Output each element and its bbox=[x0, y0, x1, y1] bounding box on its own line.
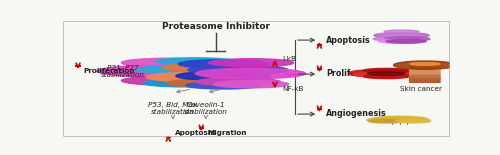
Ellipse shape bbox=[176, 71, 271, 80]
Ellipse shape bbox=[186, 82, 261, 89]
Ellipse shape bbox=[366, 70, 422, 75]
Ellipse shape bbox=[410, 62, 440, 65]
Ellipse shape bbox=[142, 79, 222, 87]
FancyBboxPatch shape bbox=[409, 75, 440, 80]
FancyBboxPatch shape bbox=[409, 65, 440, 70]
Ellipse shape bbox=[385, 37, 430, 41]
FancyBboxPatch shape bbox=[409, 78, 440, 83]
Text: Skin cancer: Skin cancer bbox=[400, 86, 442, 92]
Ellipse shape bbox=[135, 65, 230, 74]
Text: Angiogenesis: Angiogenesis bbox=[326, 109, 387, 118]
Ellipse shape bbox=[385, 118, 430, 122]
Ellipse shape bbox=[196, 78, 280, 86]
Ellipse shape bbox=[386, 39, 426, 43]
FancyBboxPatch shape bbox=[409, 70, 440, 75]
Text: Proliferation: Proliferation bbox=[326, 69, 384, 78]
Ellipse shape bbox=[146, 72, 246, 82]
Ellipse shape bbox=[373, 37, 418, 41]
Ellipse shape bbox=[378, 39, 418, 43]
Ellipse shape bbox=[214, 81, 288, 88]
Text: Proliferation: Proliferation bbox=[84, 68, 136, 74]
Text: Apoptosis: Apoptosis bbox=[326, 36, 371, 45]
Ellipse shape bbox=[351, 70, 406, 75]
Ellipse shape bbox=[367, 118, 417, 122]
Text: I-kB: I-kB bbox=[282, 56, 296, 62]
Text: Migration: Migration bbox=[208, 130, 248, 136]
Ellipse shape bbox=[122, 76, 216, 85]
Ellipse shape bbox=[122, 58, 216, 67]
Ellipse shape bbox=[188, 65, 288, 75]
Ellipse shape bbox=[162, 63, 257, 72]
Ellipse shape bbox=[208, 59, 294, 67]
Ellipse shape bbox=[396, 120, 430, 123]
Ellipse shape bbox=[364, 68, 408, 73]
Ellipse shape bbox=[384, 30, 419, 33]
Ellipse shape bbox=[98, 65, 218, 77]
Text: Proteasome Inhibitor: Proteasome Inhibitor bbox=[162, 22, 270, 31]
Ellipse shape bbox=[372, 116, 427, 122]
Ellipse shape bbox=[348, 70, 424, 77]
Ellipse shape bbox=[368, 120, 404, 123]
Text: P21, P27
stabilization: P21, P27 stabilization bbox=[100, 65, 144, 78]
Text: P53, Bid, Max
stabilization: P53, Bid, Max stabilization bbox=[148, 102, 198, 115]
Ellipse shape bbox=[369, 72, 419, 77]
Ellipse shape bbox=[394, 61, 456, 69]
Ellipse shape bbox=[364, 74, 408, 79]
Ellipse shape bbox=[167, 79, 252, 87]
Ellipse shape bbox=[196, 68, 306, 79]
Ellipse shape bbox=[178, 60, 268, 68]
Text: Caveolin-1
stabilization: Caveolin-1 stabilization bbox=[184, 102, 228, 115]
Ellipse shape bbox=[368, 72, 405, 75]
Ellipse shape bbox=[374, 33, 429, 38]
Ellipse shape bbox=[156, 58, 236, 65]
Text: NF-kB: NF-kB bbox=[282, 86, 304, 92]
Ellipse shape bbox=[354, 72, 404, 77]
Text: Apoptosis: Apoptosis bbox=[175, 130, 216, 136]
